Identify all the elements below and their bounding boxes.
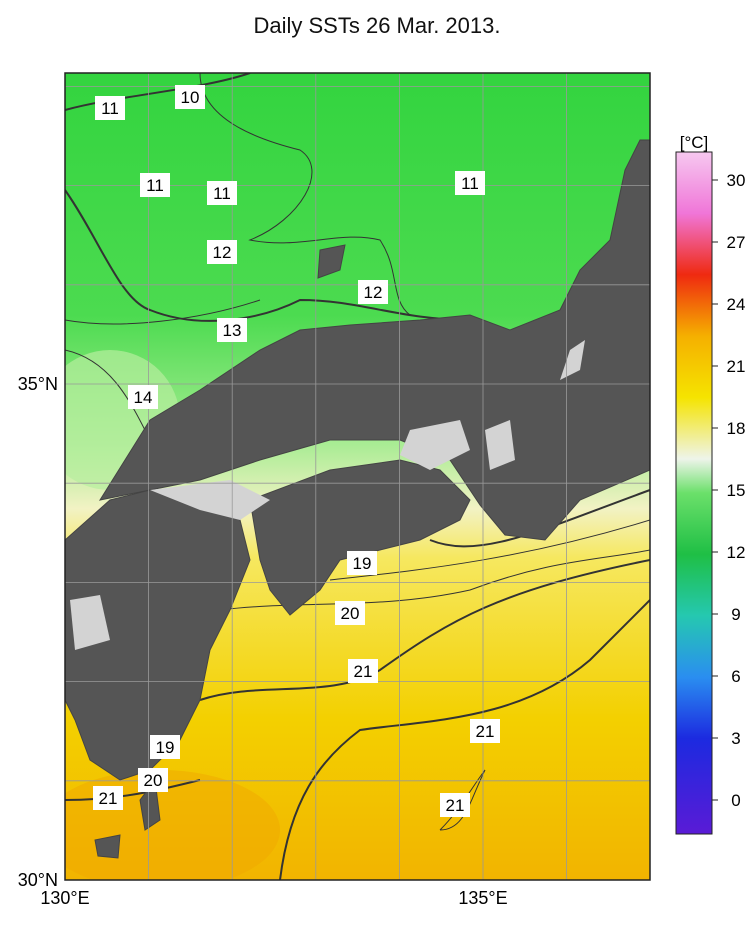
contour bbox=[329, 519, 650, 581]
contour bbox=[199, 73, 411, 316]
contour-label-bg bbox=[470, 719, 500, 743]
contour-labels: 11 10 11 11 11 12 12 13 14 19 20 21 21 19 20 21 21 bbox=[93, 85, 500, 817]
contour bbox=[279, 599, 650, 880]
title: Daily SSTs 26 Mar. 2013. bbox=[253, 13, 500, 38]
lon-label: 130°E bbox=[40, 888, 89, 908]
colorbar-tick-label: 3 bbox=[731, 729, 740, 748]
contour-label-bg bbox=[207, 181, 237, 205]
contour-label: 21 bbox=[99, 789, 118, 808]
contour-label: 19 bbox=[156, 738, 175, 757]
contour-label: 20 bbox=[144, 771, 163, 790]
colorbar-tick-label: 12 bbox=[727, 543, 746, 562]
contour-label-bg bbox=[440, 793, 470, 817]
graticule bbox=[65, 73, 650, 880]
contour-label-bg bbox=[93, 786, 123, 810]
contour-label: 21 bbox=[446, 796, 465, 815]
island bbox=[317, 244, 346, 279]
contour-label-bg bbox=[217, 318, 247, 342]
bay bbox=[400, 420, 470, 470]
colorbar-tick-label: 9 bbox=[731, 605, 740, 624]
colorbar bbox=[675, 151, 713, 835]
colorbar-tick-label: 0 bbox=[731, 791, 740, 810]
contour-label: 11 bbox=[213, 184, 231, 203]
contour-label-bg bbox=[347, 551, 377, 575]
shikoku bbox=[249, 459, 471, 616]
contour-label-bg bbox=[140, 173, 170, 197]
contour-label: 11 bbox=[101, 99, 119, 118]
contour-label: 10 bbox=[181, 88, 200, 107]
contour-label: 14 bbox=[134, 388, 153, 407]
contour-label-bg bbox=[128, 385, 158, 409]
contour-label: 12 bbox=[213, 243, 232, 262]
contour bbox=[65, 779, 201, 801]
bay bbox=[150, 480, 270, 520]
contour-label: 21 bbox=[476, 722, 495, 741]
colorbar-unit: [°C] bbox=[680, 133, 709, 152]
inland-waters bbox=[70, 340, 585, 650]
bay bbox=[485, 420, 515, 470]
contour-label-bg bbox=[335, 601, 365, 625]
contour-label: 13 bbox=[223, 321, 242, 340]
contour-label: 12 bbox=[364, 283, 383, 302]
map-frame bbox=[64, 72, 651, 881]
colorbar-tick-label: 21 bbox=[727, 357, 746, 376]
contour-label-bg bbox=[138, 768, 168, 792]
colorbar-tick-label: 27 bbox=[727, 233, 746, 252]
colorbar-tick-label: 18 bbox=[727, 419, 746, 438]
contour-label-bg bbox=[175, 85, 205, 109]
contour-label-bg bbox=[207, 240, 237, 264]
contour bbox=[199, 559, 650, 701]
contour bbox=[65, 73, 251, 111]
contour bbox=[65, 299, 261, 325]
contour-label-bg bbox=[455, 171, 485, 195]
island bbox=[94, 834, 121, 859]
contour-label-bg bbox=[358, 280, 388, 304]
contour bbox=[429, 489, 650, 548]
contour-label-bg bbox=[95, 96, 125, 120]
colorbar-tick-label: 30 bbox=[727, 171, 746, 190]
contour-label: 21 bbox=[354, 662, 373, 681]
contour-label: 20 bbox=[341, 604, 360, 623]
bay bbox=[70, 595, 110, 650]
lon-label: 135°E bbox=[458, 888, 507, 908]
contour-label: 19 bbox=[353, 554, 372, 573]
lat-label: 30°N bbox=[18, 870, 58, 890]
colorbar-tick-label: 24 bbox=[727, 295, 746, 314]
contour-label-bg bbox=[348, 659, 378, 683]
colorbar-tick-label: 6 bbox=[731, 667, 740, 686]
map-area: 11 10 11 11 11 12 12 13 14 19 20 21 21 19 20 21 21 bbox=[65, 73, 650, 880]
lat-label: 35°N bbox=[18, 374, 58, 394]
contour-label-bg bbox=[150, 735, 180, 759]
contour-label: 11 bbox=[146, 176, 164, 195]
colorbar-tick-label: 15 bbox=[727, 481, 746, 500]
contour-label: 11 bbox=[461, 174, 479, 193]
